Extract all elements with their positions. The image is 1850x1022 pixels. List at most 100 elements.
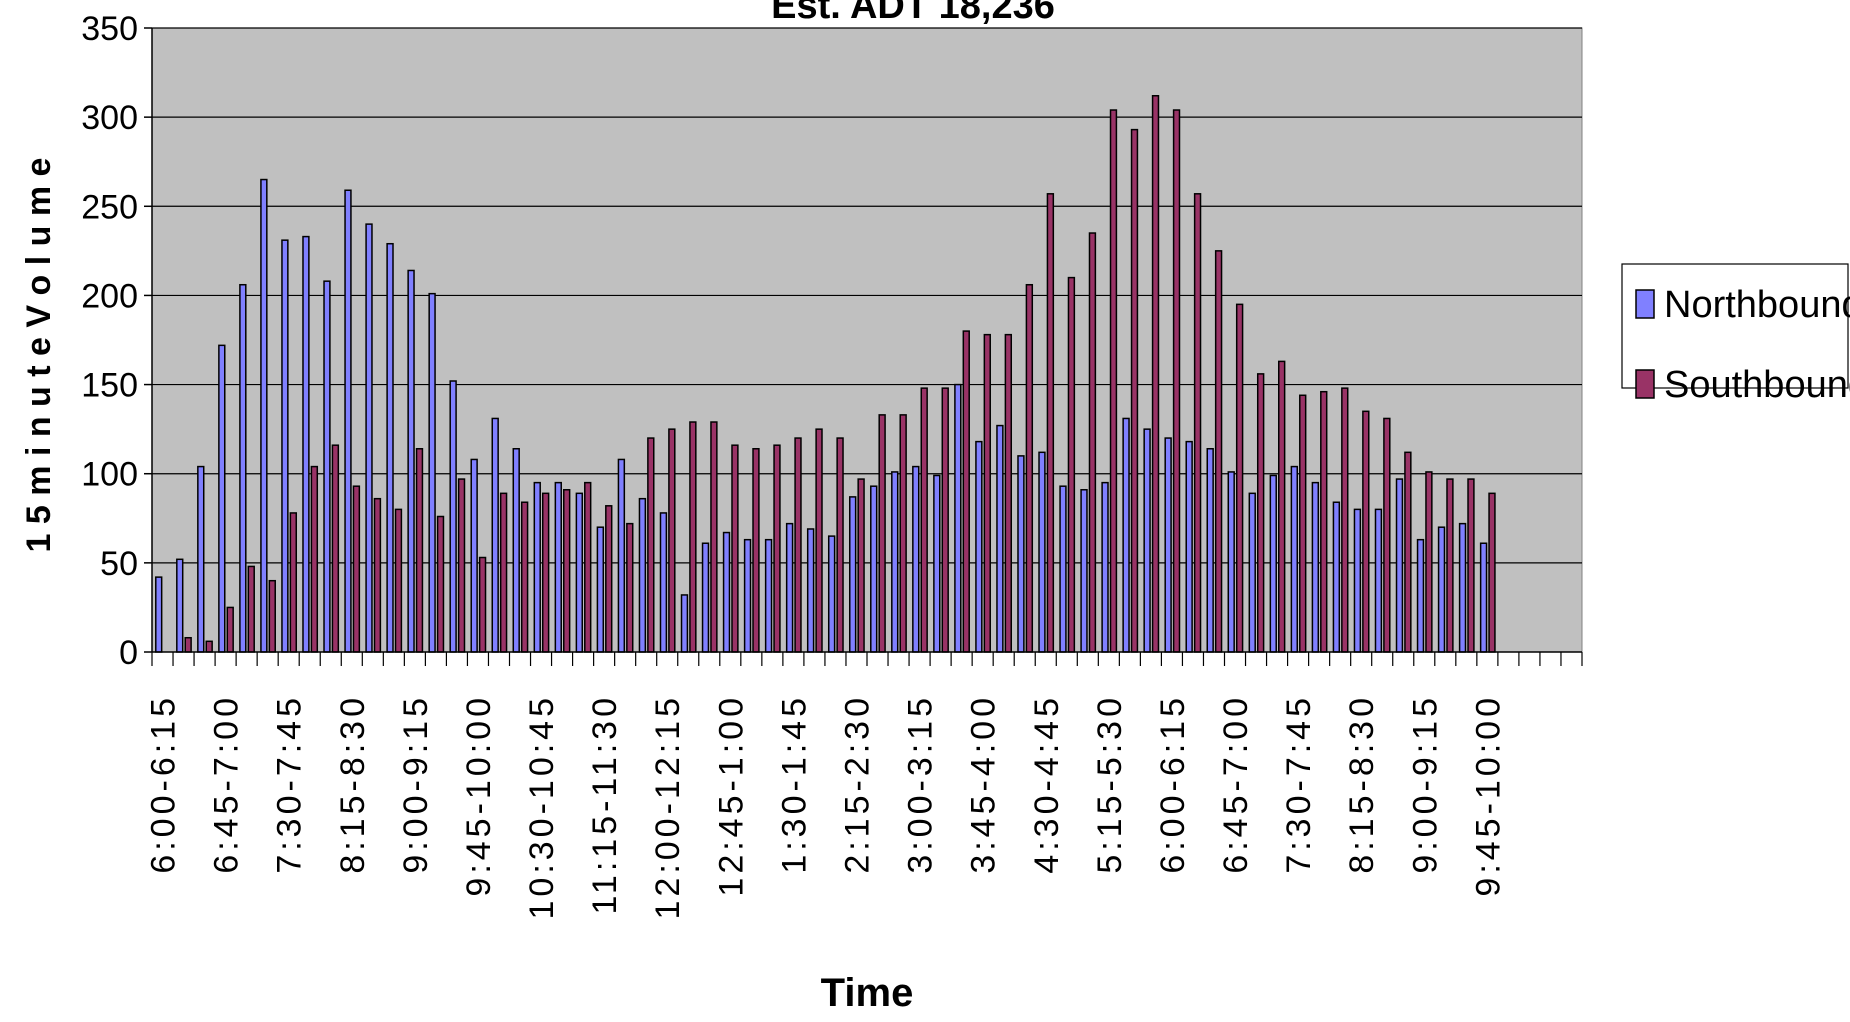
northbound-bar: [785, 522, 794, 653]
northbound-bar: [386, 242, 394, 653]
northbound-bar: [1458, 522, 1467, 653]
x-tick-label: 7:30-7:45: [1280, 694, 1318, 874]
y-tick-label: 300: [81, 99, 138, 137]
southbound-bar: [815, 428, 823, 653]
southbound-bar: [1256, 373, 1265, 653]
southbound-bar: [541, 492, 550, 653]
x-tick-label: 6:45-7:00: [1217, 694, 1255, 874]
y-tick-label: 100: [81, 456, 138, 494]
x-tick-label: 4:30-4:45: [1028, 694, 1066, 874]
southbound-bar: [1404, 451, 1412, 653]
northbound-bar: [849, 496, 857, 653]
northbound-bar: [827, 535, 836, 653]
northbound-bar: [1122, 417, 1130, 653]
northbound-bar: [1437, 526, 1446, 653]
southbound-bar: [1172, 109, 1181, 653]
northbound-bar: [1227, 471, 1235, 653]
southbound-bar: [1004, 333, 1013, 653]
northbound-bar: [1311, 481, 1320, 653]
y-axis-title: 1 5 m i n u t e V o l u m e: [20, 158, 58, 553]
southbound-bar: [563, 489, 571, 653]
northbound-bar: [1290, 465, 1299, 653]
northbound-bar: [1101, 481, 1109, 653]
southbound-bar: [247, 565, 255, 653]
x-axis-title: Time: [821, 971, 914, 1015]
northbound-bar: [407, 269, 415, 653]
northbound-bar: [954, 383, 962, 653]
y-tick-label: 250: [81, 188, 138, 226]
legend-label: Northbound: [1664, 284, 1850, 326]
northbound-bar: [260, 178, 268, 653]
southbound-bar: [289, 512, 298, 653]
southbound-bar: [1193, 193, 1202, 653]
x-tick-label: 11:15-11:30: [586, 694, 624, 914]
southbound-bar: [352, 485, 361, 653]
southbound-bar: [584, 481, 592, 653]
southbound-bar: [1425, 471, 1433, 653]
southbound-bar: [962, 330, 970, 653]
northbound-bar: [743, 538, 752, 653]
southbound-bar: [205, 640, 213, 653]
northbound-bar: [1395, 478, 1404, 653]
northbound-bar: [1164, 437, 1172, 653]
southbound-bar: [1109, 109, 1118, 653]
southbound-bar: [773, 444, 781, 653]
x-tick-label: 5:15-5:30: [1091, 694, 1129, 874]
northbound-bar: [701, 542, 710, 653]
northbound-bar: [806, 528, 815, 653]
southbound-bar: [647, 437, 655, 653]
y-tick-label: 0: [119, 634, 138, 672]
northbound-bar: [575, 492, 584, 653]
legend-swatch: [1635, 369, 1655, 399]
southbound-bar: [983, 333, 991, 653]
northbound-bar: [1374, 508, 1383, 653]
northbound-bar: [617, 458, 626, 653]
northbound-bar: [1332, 501, 1341, 653]
x-tick-label: 6:45-7:00: [208, 694, 246, 874]
northbound-bar: [554, 481, 562, 653]
x-tick-label: 6:00-6:15: [145, 694, 183, 874]
northbound-bar: [449, 380, 457, 653]
southbound-bar: [1341, 387, 1349, 653]
plot-area: [151, 27, 1583, 653]
x-tick-label: 1:30-1:45: [775, 694, 813, 874]
southbound-bar: [878, 414, 886, 653]
southbound-bar: [668, 428, 676, 653]
northbound-bar: [1038, 451, 1046, 653]
southbound-bar: [1278, 360, 1286, 653]
southbound-bar: [626, 522, 634, 653]
northbound-bar: [218, 344, 226, 653]
northbound-bar: [1269, 474, 1277, 653]
northbound-bar: [176, 558, 184, 653]
northbound-bar: [1248, 492, 1256, 653]
x-tick-label: 3:00-3:15: [902, 694, 940, 874]
southbound-bar: [499, 492, 508, 653]
northbound-bar: [975, 440, 983, 653]
y-tick-label: 150: [81, 367, 138, 405]
southbound-bar: [1025, 283, 1034, 653]
southbound-bar: [689, 421, 697, 653]
northbound-bar: [891, 471, 899, 653]
northbound-bar: [1206, 448, 1214, 653]
southbound-bar: [1151, 94, 1160, 653]
legend-swatch: [1635, 289, 1655, 319]
northbound-bar: [1416, 538, 1425, 653]
northbound-bar: [1185, 440, 1193, 653]
northbound-bar: [722, 531, 731, 653]
southbound-bar: [1299, 394, 1307, 653]
x-tick-label: 10:30-10:45: [523, 694, 561, 920]
y-tick-label: 350: [81, 10, 138, 48]
y-axis: 0 50 100 150 200 250 300 350: [81, 10, 152, 672]
northbound-bar: [323, 280, 331, 653]
x-tick-label: 3:45-4:00: [965, 694, 1003, 874]
northbound-bar: [933, 474, 941, 653]
southbound-bar: [836, 437, 844, 653]
legend-box: [1621, 263, 1849, 389]
x-tick-label: 8:15-8:30: [334, 694, 372, 874]
southbound-bar: [1488, 492, 1496, 653]
northbound-bar: [155, 576, 163, 653]
x-tick-label: 12:00-12:15: [649, 694, 687, 920]
southbound-bar: [1214, 250, 1223, 653]
